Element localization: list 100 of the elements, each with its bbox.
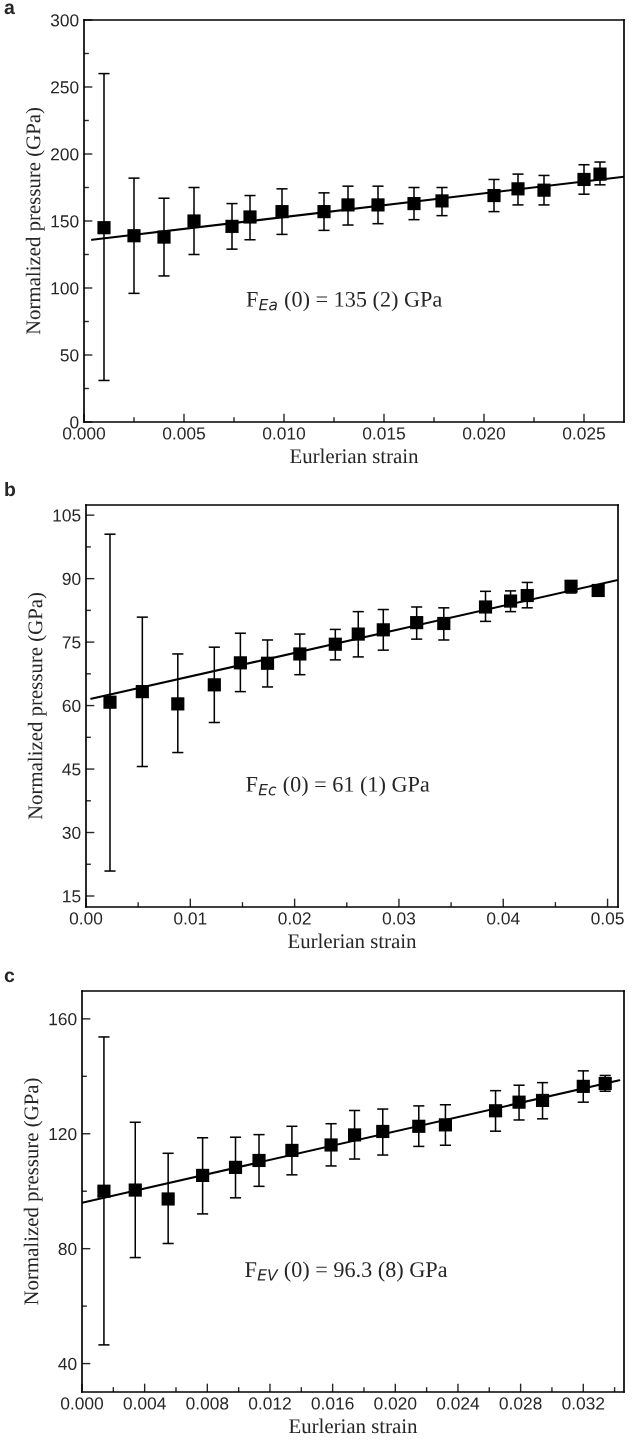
point (410, 616, 424, 630)
x-tick-label: 0.04 (487, 912, 520, 925)
point (371, 198, 385, 212)
point (97, 1184, 111, 1198)
point (317, 205, 331, 219)
point (376, 1124, 390, 1139)
point (341, 198, 355, 212)
x-tick-label: 0.03 (382, 912, 416, 925)
y-tick-label: 45 (62, 763, 81, 776)
annotation: F$_{Ea}$ (0) = 135 (2) GPa (246, 291, 442, 312)
point (487, 188, 501, 203)
chart-title: a (4, 3, 15, 15)
point (187, 214, 201, 228)
point (412, 1119, 426, 1133)
x-tick-label: 0.015 (362, 427, 405, 440)
point (324, 1138, 338, 1152)
y-tick-label: 105 (53, 509, 81, 522)
point (233, 656, 247, 670)
x-tick-label: 0.020 (462, 427, 506, 440)
point (478, 600, 493, 614)
point (435, 194, 449, 208)
x-tick-label: 0.010 (262, 427, 306, 440)
point (407, 196, 421, 211)
x-axis-title: Eurlerian strain (288, 933, 417, 949)
point (275, 205, 289, 219)
y-axis-title: Normalized pressure (GPa) (27, 592, 47, 820)
y-axis-title: Normalized pressure (GPa) (25, 107, 45, 335)
point (537, 183, 551, 197)
y-tick-label: 250 (51, 81, 79, 94)
point (437, 616, 451, 631)
y-axis-title: Normalized pressure (GPa) (23, 1078, 43, 1305)
y-tick-label: 150 (51, 215, 79, 228)
x-tick-label: 0.012 (248, 1397, 291, 1410)
x-tick-label: 0.020 (374, 1397, 417, 1410)
point (196, 1168, 210, 1182)
chart-title: c (4, 971, 15, 983)
x-tick-label: 0.000 (62, 427, 106, 440)
y-tick-label: 60 (62, 699, 81, 713)
y-tick-label: 120 (49, 1127, 77, 1141)
y-tick-label: 15 (63, 890, 81, 903)
point (511, 182, 525, 196)
point (135, 685, 149, 699)
x-tick-label: 0.024 (436, 1397, 480, 1410)
point (488, 1104, 503, 1118)
chart-title: b (5, 481, 16, 497)
point (328, 637, 342, 651)
x-tick-label: 0.025 (562, 427, 605, 440)
point (243, 210, 257, 224)
x-tick-label: 0.01 (174, 912, 207, 925)
point (225, 219, 239, 233)
x-tick-label: 0.02 (278, 912, 311, 925)
y-tick-label: 0 (70, 416, 79, 429)
y-tick-label: 300 (50, 14, 79, 27)
x-tick-label: 0.004 (123, 1397, 166, 1410)
point (128, 1183, 142, 1197)
point (260, 656, 275, 670)
y-tick-label: 80 (58, 1242, 77, 1256)
x-tick-label: 0.005 (162, 427, 205, 440)
point (591, 583, 605, 598)
y-tick-label: 30 (62, 826, 81, 839)
point (520, 588, 534, 603)
y-tick-label: 200 (51, 148, 79, 161)
annotation: F$_{EV}$ (0) = 96.3 (8) GPa (245, 1261, 448, 1282)
x-axis-title: Eurlerian strain (290, 448, 419, 464)
point (576, 1079, 590, 1093)
x-tick-label: 0.032 (562, 1397, 605, 1410)
point (293, 647, 307, 661)
x-tick-label: 0.000 (60, 1397, 104, 1410)
x-tick-label: 0.05 (591, 912, 624, 925)
annotation: F$_{Ec}$ (0) = 61 (1) GPa (246, 776, 430, 797)
point (347, 1128, 362, 1142)
x-tick-label: 0.016 (311, 1397, 354, 1410)
point (438, 1118, 453, 1132)
point (127, 229, 141, 243)
point (535, 1093, 550, 1108)
x-tick-label: 0.00 (69, 912, 103, 925)
y-tick-label: 50 (60, 349, 79, 362)
point (207, 678, 221, 692)
y-tick-label: 100 (51, 282, 79, 295)
y-tick-label: 90 (62, 572, 81, 586)
x-tick-label: 0.028 (499, 1397, 542, 1410)
point (577, 172, 591, 187)
y-tick-label: 160 (49, 1013, 77, 1026)
x-tick-label: 0.008 (186, 1397, 229, 1410)
point (103, 695, 117, 709)
y-tick-label: 40 (58, 1357, 77, 1371)
point (503, 594, 518, 608)
x-axis-title: Eurlerian strain (289, 1418, 418, 1434)
point (161, 1192, 175, 1206)
point (285, 1143, 299, 1158)
point (171, 697, 185, 711)
point (252, 1153, 266, 1168)
point (376, 623, 390, 637)
y-tick-label: 75 (62, 636, 81, 649)
point (351, 627, 365, 641)
point (157, 230, 171, 244)
point (228, 1160, 243, 1174)
point (97, 221, 111, 235)
point (593, 167, 607, 181)
point (512, 1095, 526, 1109)
